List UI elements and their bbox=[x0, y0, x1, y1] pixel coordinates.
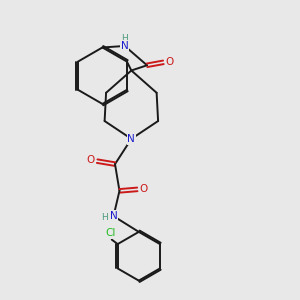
Text: O: O bbox=[86, 155, 95, 165]
Text: H: H bbox=[122, 34, 128, 43]
Text: N: N bbox=[128, 134, 135, 144]
Text: Cl: Cl bbox=[105, 228, 116, 238]
Text: H: H bbox=[101, 213, 108, 222]
Text: N: N bbox=[121, 41, 129, 51]
Text: N: N bbox=[110, 211, 117, 221]
Text: O: O bbox=[166, 57, 174, 67]
Text: O: O bbox=[140, 184, 148, 194]
